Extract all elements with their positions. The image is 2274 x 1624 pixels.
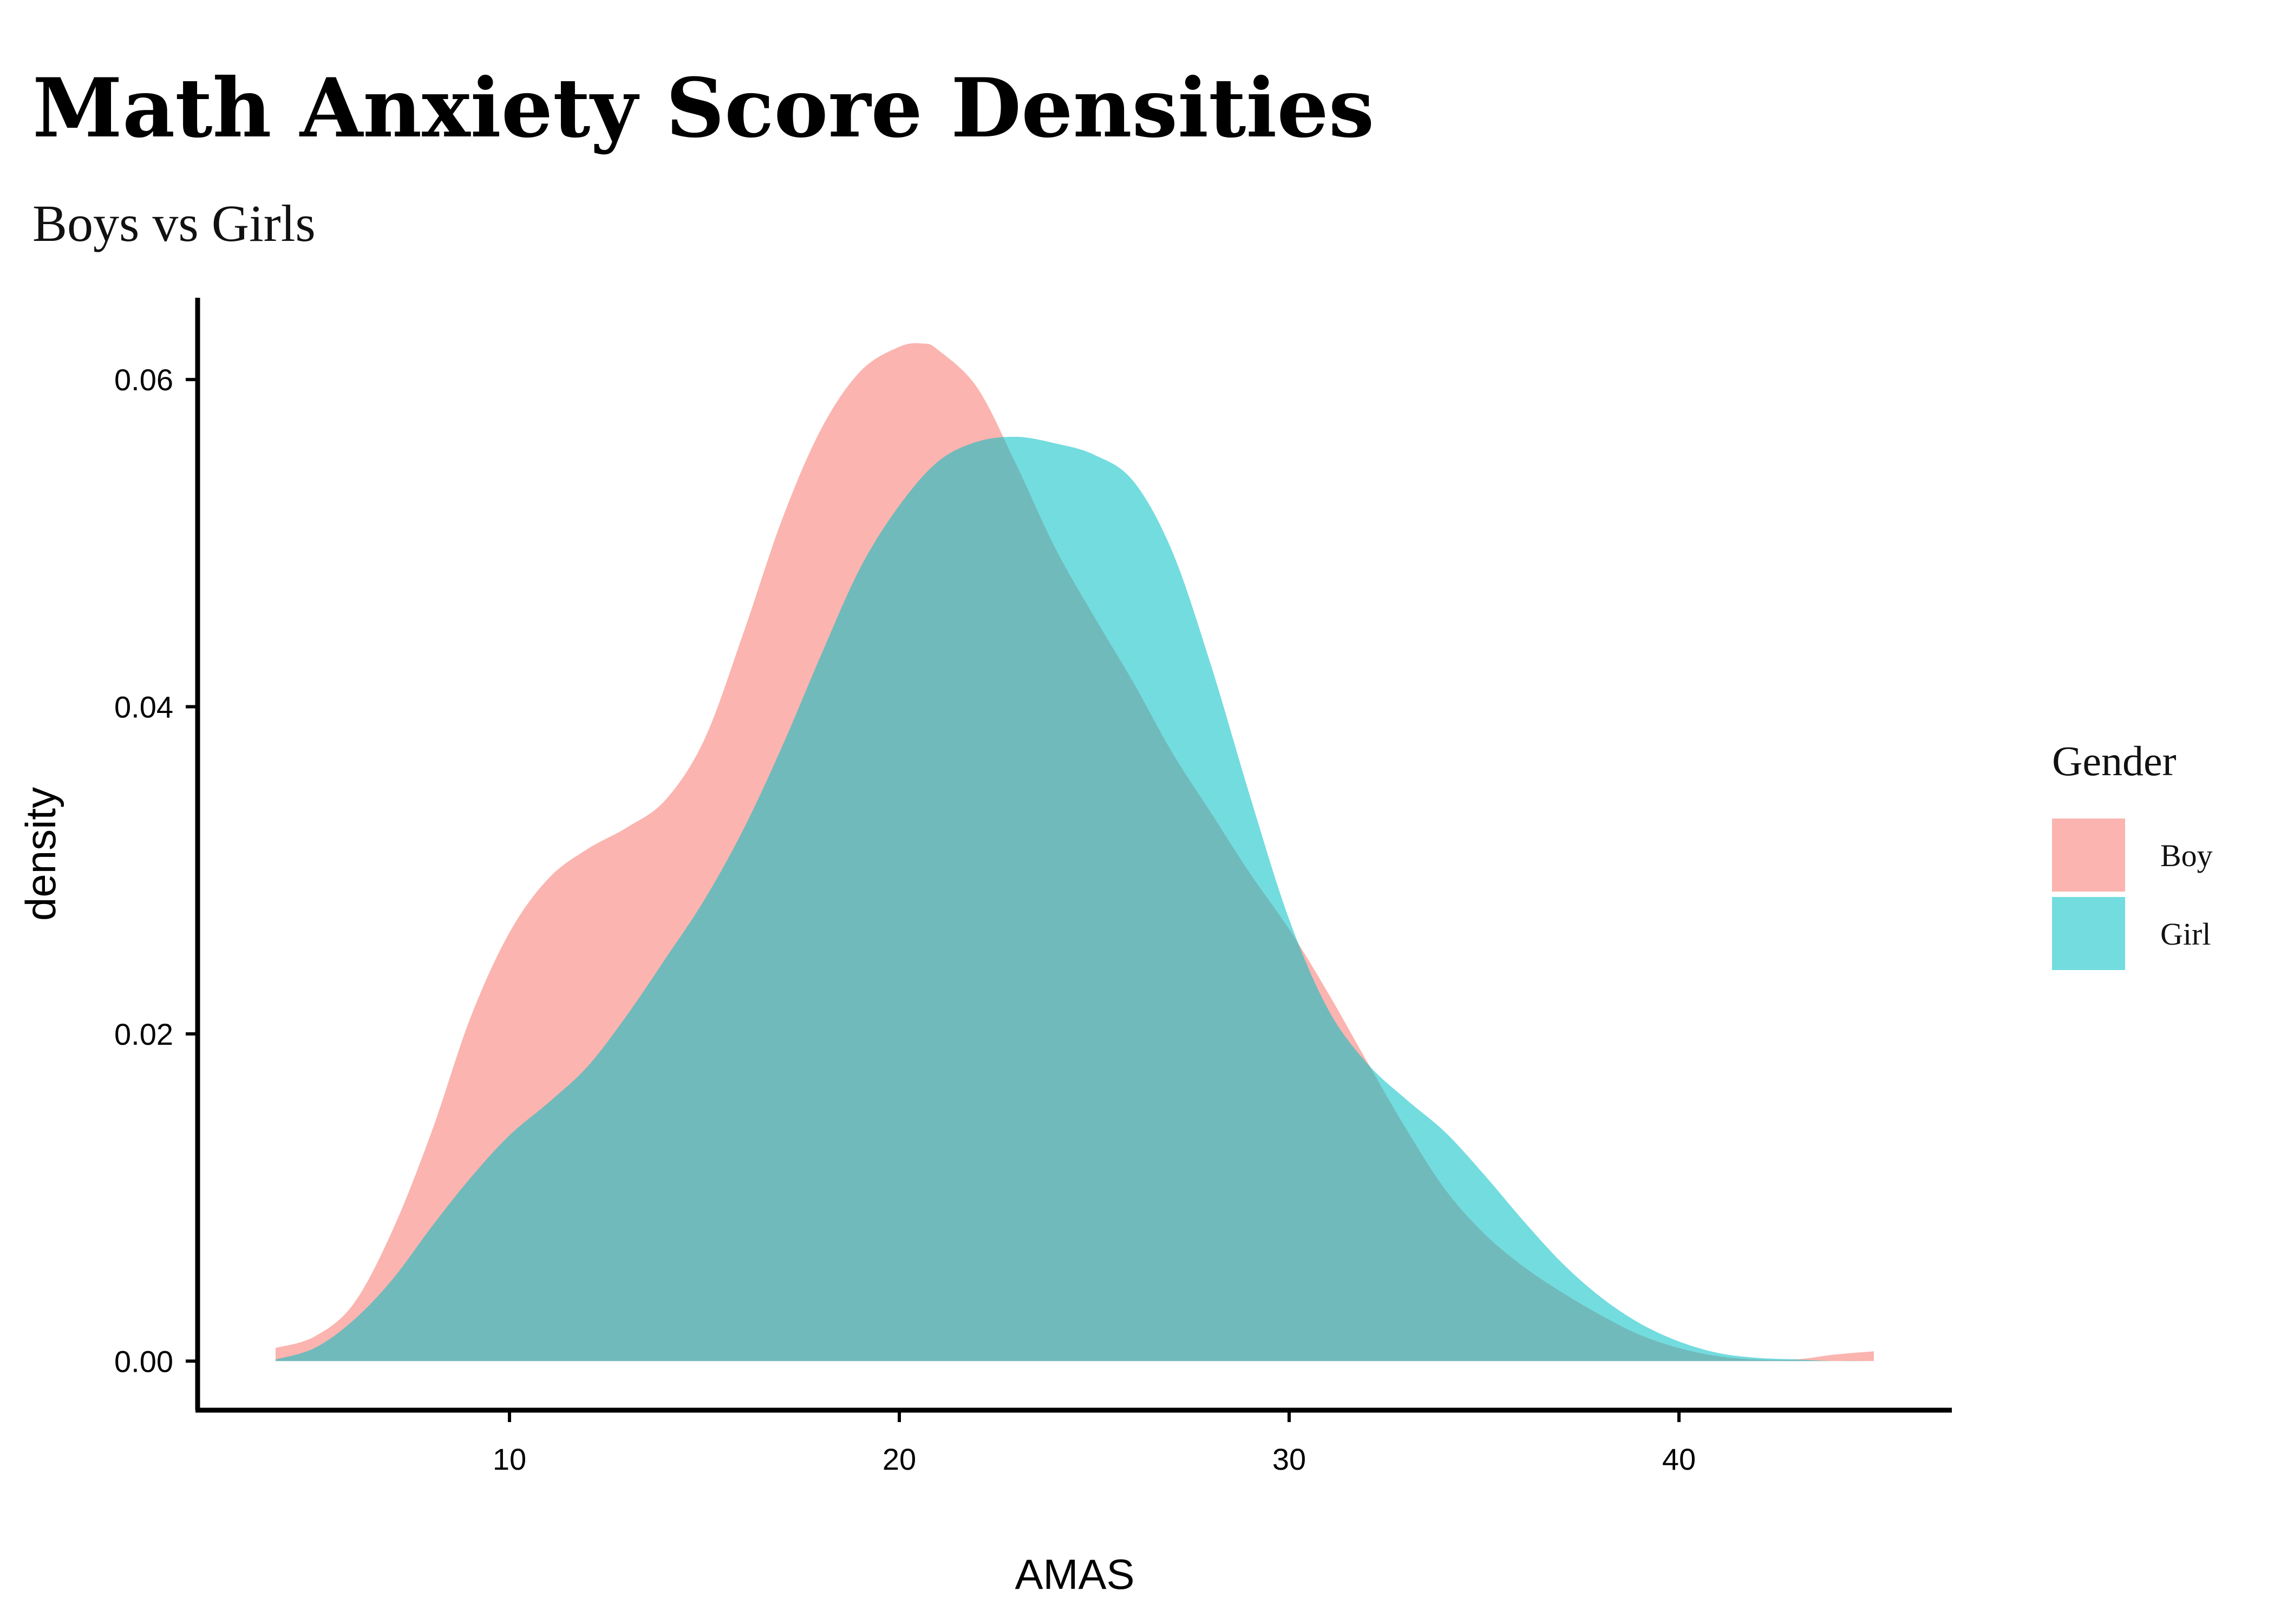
legend-key-girl [2052,897,2125,970]
y-tick-label: 0.02 [114,1017,173,1051]
y-tick-label: 0.04 [114,690,173,724]
legend-label-girl: Girl [2160,916,2211,952]
x-tick-label: 10 [493,1442,526,1476]
plot-areas [276,343,1874,1361]
chart-title: Math Anxiety Score Densities [32,61,1374,156]
legend-key-boy [2052,818,2125,892]
legend-title: Gender [2052,737,2177,784]
x-axis-title: AMAS [1015,1550,1134,1598]
chart-subtitle: Boys vs Girls [32,194,316,252]
x-tick-label: 30 [1272,1442,1306,1476]
legend-label-boy: Boy [2160,838,2213,873]
y-tick-label: 0.00 [114,1344,173,1378]
y-axis-ticks: 0.00 0.02 0.04 0.06 [114,363,198,1378]
x-axis-ticks: 10 20 30 40 [493,1410,1696,1476]
density-area-girl [276,436,1874,1361]
x-tick-label: 20 [883,1442,916,1476]
y-tick-label: 0.06 [114,363,173,397]
y-axis-title: density [17,787,64,921]
x-tick-label: 40 [1662,1442,1696,1476]
legend: Gender Boy Girl [2052,737,2213,970]
legend-items: Boy Girl [2052,818,2213,970]
